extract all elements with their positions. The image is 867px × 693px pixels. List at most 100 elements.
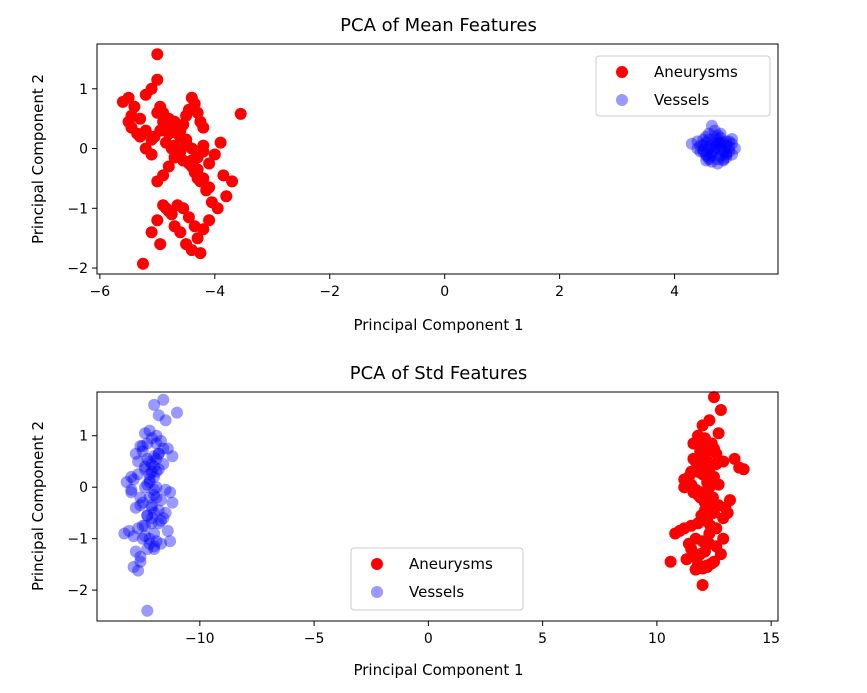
y-tick-label: −1 xyxy=(67,201,88,217)
data-point xyxy=(136,445,149,458)
data-point xyxy=(145,501,158,514)
data-point xyxy=(148,470,161,483)
data-point xyxy=(680,553,693,566)
data-point xyxy=(136,496,149,509)
data-point xyxy=(696,419,709,432)
data-point xyxy=(125,483,138,496)
data-point xyxy=(703,127,715,140)
legend-label: Aneurysms xyxy=(654,63,738,81)
data-point xyxy=(139,142,152,155)
data-point xyxy=(148,488,161,501)
data-point xyxy=(203,157,216,170)
chart-title: PCA of Mean Features xyxy=(340,15,537,36)
data-point xyxy=(703,133,715,146)
y-tick-label: 0 xyxy=(79,480,88,496)
data-point xyxy=(152,447,165,460)
data-point xyxy=(714,548,727,561)
x-tick-label: −10 xyxy=(185,631,215,647)
x-tick-label: 2 xyxy=(555,284,564,300)
data-point xyxy=(197,121,210,134)
data-point xyxy=(154,238,167,251)
data-point xyxy=(696,579,709,591)
data-point xyxy=(717,153,730,166)
data-point xyxy=(714,131,727,144)
data-point xyxy=(711,129,724,142)
data-point xyxy=(152,409,165,422)
data-point xyxy=(714,136,727,149)
legend-label: Vessels xyxy=(654,91,709,109)
y-tick-label: 1 xyxy=(79,82,88,98)
data-point xyxy=(136,519,149,532)
data-point xyxy=(141,543,154,555)
data-point xyxy=(682,537,695,550)
data-point xyxy=(720,151,733,164)
data-point xyxy=(157,393,170,406)
data-point xyxy=(145,226,158,239)
data-point xyxy=(157,121,170,134)
data-point xyxy=(155,434,167,447)
data-point xyxy=(128,100,141,113)
x-tick-label: 15 xyxy=(762,631,780,647)
data-point xyxy=(700,136,713,149)
y-tick-label: −2 xyxy=(67,261,88,277)
data-point xyxy=(141,437,154,450)
data-point xyxy=(703,140,715,153)
data-point xyxy=(151,48,164,61)
data-point xyxy=(141,604,154,617)
data-point xyxy=(134,112,147,125)
data-point xyxy=(726,133,738,145)
legend-marker xyxy=(616,66,628,78)
data-point xyxy=(143,532,156,545)
data-point xyxy=(143,455,156,468)
data-point xyxy=(708,143,721,156)
data-point xyxy=(159,414,172,427)
data-point xyxy=(148,398,161,411)
data-point xyxy=(145,517,158,530)
data-point xyxy=(145,82,158,95)
data-point xyxy=(705,557,718,570)
data-point xyxy=(708,391,720,404)
data-point xyxy=(703,142,715,155)
x-tick-label: −2 xyxy=(319,284,340,300)
data-point xyxy=(143,491,156,504)
data-point xyxy=(702,458,715,470)
data-point xyxy=(143,468,156,481)
x-tick-label: 5 xyxy=(538,631,547,647)
data-point xyxy=(137,257,149,270)
data-point xyxy=(148,527,161,540)
data-point xyxy=(141,452,154,465)
x-tick-label: −4 xyxy=(204,284,225,300)
data-point xyxy=(168,115,181,128)
legend: Aneurysms Vessels xyxy=(595,55,771,117)
legend-box xyxy=(350,547,524,611)
data-point xyxy=(152,517,165,530)
plot-frame xyxy=(96,391,779,622)
data-point xyxy=(132,468,145,481)
data-point xyxy=(706,491,719,504)
data-point xyxy=(669,527,682,540)
data-point xyxy=(134,499,147,512)
data-point xyxy=(711,157,724,170)
data-point xyxy=(723,141,736,154)
data-point xyxy=(714,142,727,155)
data-point xyxy=(723,145,736,158)
data-point xyxy=(151,106,164,119)
data-point xyxy=(700,154,713,167)
x-axis-label: Principal Component 1 xyxy=(353,316,523,334)
data-point xyxy=(234,107,247,120)
data-point xyxy=(197,145,210,158)
data-point xyxy=(214,136,227,149)
data-point xyxy=(717,143,730,156)
data-point xyxy=(134,491,147,504)
data-point xyxy=(151,73,164,86)
series-vessels xyxy=(685,119,741,170)
y-tick-label: 0 xyxy=(79,142,88,158)
data-point xyxy=(697,143,710,156)
data-point xyxy=(129,447,142,460)
data-point xyxy=(171,406,183,419)
data-point xyxy=(150,429,163,442)
data-point xyxy=(724,494,736,507)
data-point xyxy=(185,160,198,173)
data-point xyxy=(148,543,161,555)
